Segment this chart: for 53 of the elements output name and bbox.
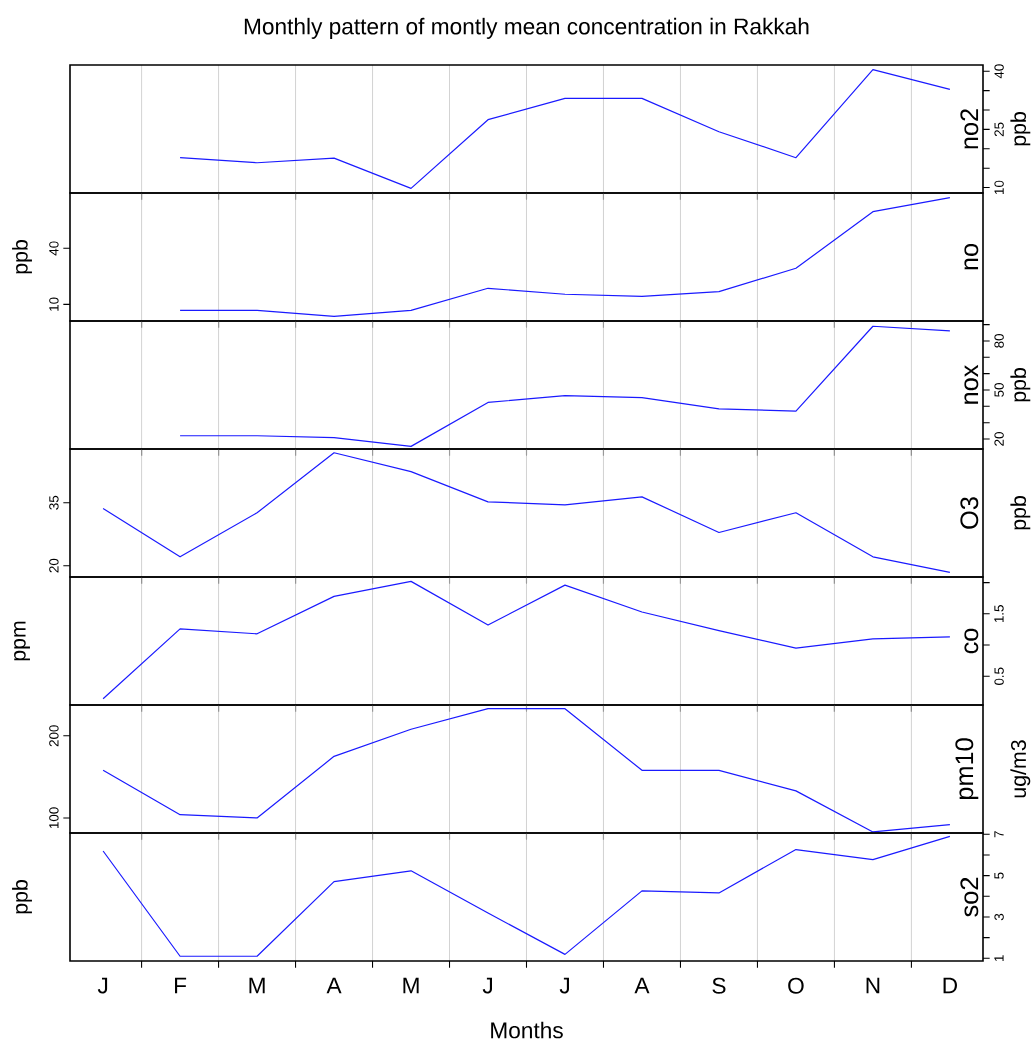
line-series [102, 452, 951, 573]
line-series [102, 580, 951, 700]
y-tick-label: 3 [994, 913, 1004, 921]
text: no [964, 243, 979, 270]
text: nox [964, 364, 979, 404]
x-tick-label: J [97, 977, 108, 994]
y-axis-title: ppb [1010, 112, 1031, 146]
text: so2 [960, 877, 979, 917]
y-tick-label: 50 [994, 383, 1004, 397]
y-tick-label: 0.5 [994, 667, 1004, 686]
y-tick-label: 7 [994, 831, 1004, 838]
y-tick-label: 35 [49, 495, 59, 510]
y-tick-label: 1 [994, 955, 1004, 961]
x-tick-label: A [326, 977, 342, 994]
text: co [964, 628, 979, 654]
x-tick-label: M [403, 977, 419, 994]
line-series [179, 197, 951, 317]
x-tick-label: J [482, 977, 492, 994]
y-tick-label: 1.5 [994, 605, 1004, 623]
line-series [179, 69, 951, 189]
line-series [102, 835, 951, 957]
y-axis-title: ppb [12, 240, 32, 274]
x-tick-label: A [634, 977, 650, 994]
text: pm10 [955, 738, 979, 800]
x-tick-label: J [559, 977, 569, 994]
x-tick-label: N [866, 977, 880, 994]
y-tick-label: 40 [49, 241, 59, 256]
x-tick-label: D [943, 977, 957, 994]
x-tick-label: M [249, 977, 265, 994]
text: no2 [960, 109, 979, 149]
y-axis-title: ppb [1010, 368, 1031, 402]
y-tick-label: 40 [994, 64, 1004, 79]
text: O3 [960, 497, 979, 529]
text: Monthly pattern of montly mean concentration in Rakkah [244, 17, 809, 39]
y-axis-title: ug/m3 [1010, 740, 1031, 798]
y-tick-label: 20 [994, 432, 1004, 446]
y-axis-title: ppb [1010, 496, 1031, 530]
y-tick-label: 10 [49, 297, 59, 311]
y-tick-label: 20 [49, 558, 59, 573]
y-axis-title: ppb [12, 880, 32, 914]
y-tick-label: 5 [994, 872, 1004, 879]
x-tick-label: S [712, 977, 726, 994]
x-tick-label: F [175, 977, 187, 994]
y-tick-label: 200 [49, 725, 59, 747]
y-axis-title: ppm [14, 621, 30, 661]
line-series [179, 325, 951, 447]
x-axis-title: Months [491, 1021, 563, 1039]
line-series [102, 708, 951, 833]
y-tick-label: 25 [994, 122, 1004, 137]
y-tick-label: 100 [49, 807, 59, 829]
y-tick-label: 80 [994, 334, 1004, 348]
y-tick-label: 10 [994, 180, 1004, 194]
x-tick-label: O [788, 977, 804, 994]
